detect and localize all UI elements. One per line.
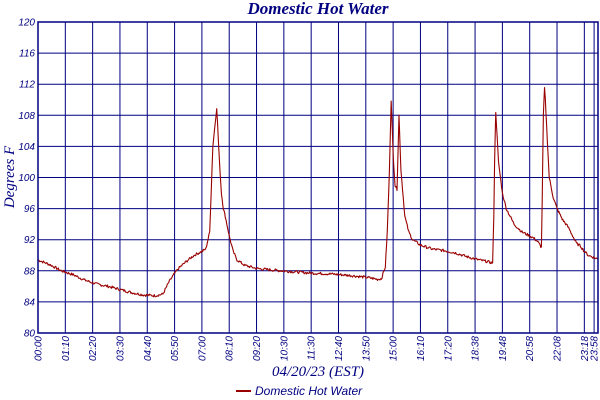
x-tick-label: 07:00: [197, 336, 208, 361]
x-tick-label: 23:18: [580, 336, 591, 362]
series-lines: [37, 87, 599, 298]
x-tick-label: 09:20: [252, 336, 263, 361]
plot-frame: [37, 21, 599, 334]
y-tick-label: 100: [18, 173, 35, 184]
y-tick-label: 120: [18, 18, 35, 29]
x-tick-label: 16:10: [416, 336, 427, 361]
x-tick-label: 02:20: [88, 336, 99, 361]
x-tick-label: 19:48: [498, 336, 509, 361]
x-tick-label: 03:30: [115, 336, 126, 361]
x-tick-label: 15:00: [389, 336, 400, 361]
x-tick-label: 17:20: [443, 336, 454, 361]
y-tick-label: 96: [24, 204, 36, 215]
x-tick-label: 22:08: [553, 336, 564, 362]
legend-label: Domestic Hot Water: [255, 384, 363, 398]
x-tick-label: 18:38: [471, 336, 482, 361]
x-tick-label: 04:40: [143, 336, 154, 361]
series-line: [37, 87, 599, 298]
legend: Domestic Hot Water: [236, 384, 363, 398]
x-axis-label: 04/20/23 (EST): [272, 364, 364, 380]
x-tick-label: 01:10: [61, 336, 72, 361]
x-tick-label: 08:10: [225, 336, 236, 361]
y-tick-labels: 80 84 88 92 96 100 104 108 112 116 120: [18, 18, 35, 340]
y-tick-label: 112: [19, 80, 35, 91]
y-tick-label: 104: [18, 142, 35, 153]
y-tick-label: 88: [24, 266, 36, 277]
x-tick-label: 12:40: [334, 336, 345, 361]
y-tick-label: 84: [24, 297, 36, 308]
x-tick-label: 23:58: [590, 336, 600, 362]
y-axis-label: Degrees F: [2, 145, 18, 209]
x-tick-label: 05:50: [170, 336, 181, 361]
x-tick-label: 13:50: [361, 336, 372, 361]
chart-title: Domestic Hot Water: [246, 0, 388, 18]
y-tick-label: 108: [18, 111, 35, 122]
x-tick-label: 00:00: [34, 336, 45, 361]
grid: [37, 21, 598, 334]
y-tick-label: 80: [24, 329, 36, 340]
x-tick-label: 10:30: [279, 336, 290, 361]
y-tick-label: 92: [24, 235, 36, 246]
x-tick-label: 20:58: [525, 336, 536, 362]
x-tick-label: 11:30: [307, 336, 318, 361]
y-tick-label: 116: [19, 49, 35, 60]
x-tick-labels: 00:00 01:10 02:20 03:30 04:40 05:50 07:00 08:10…: [34, 336, 600, 362]
